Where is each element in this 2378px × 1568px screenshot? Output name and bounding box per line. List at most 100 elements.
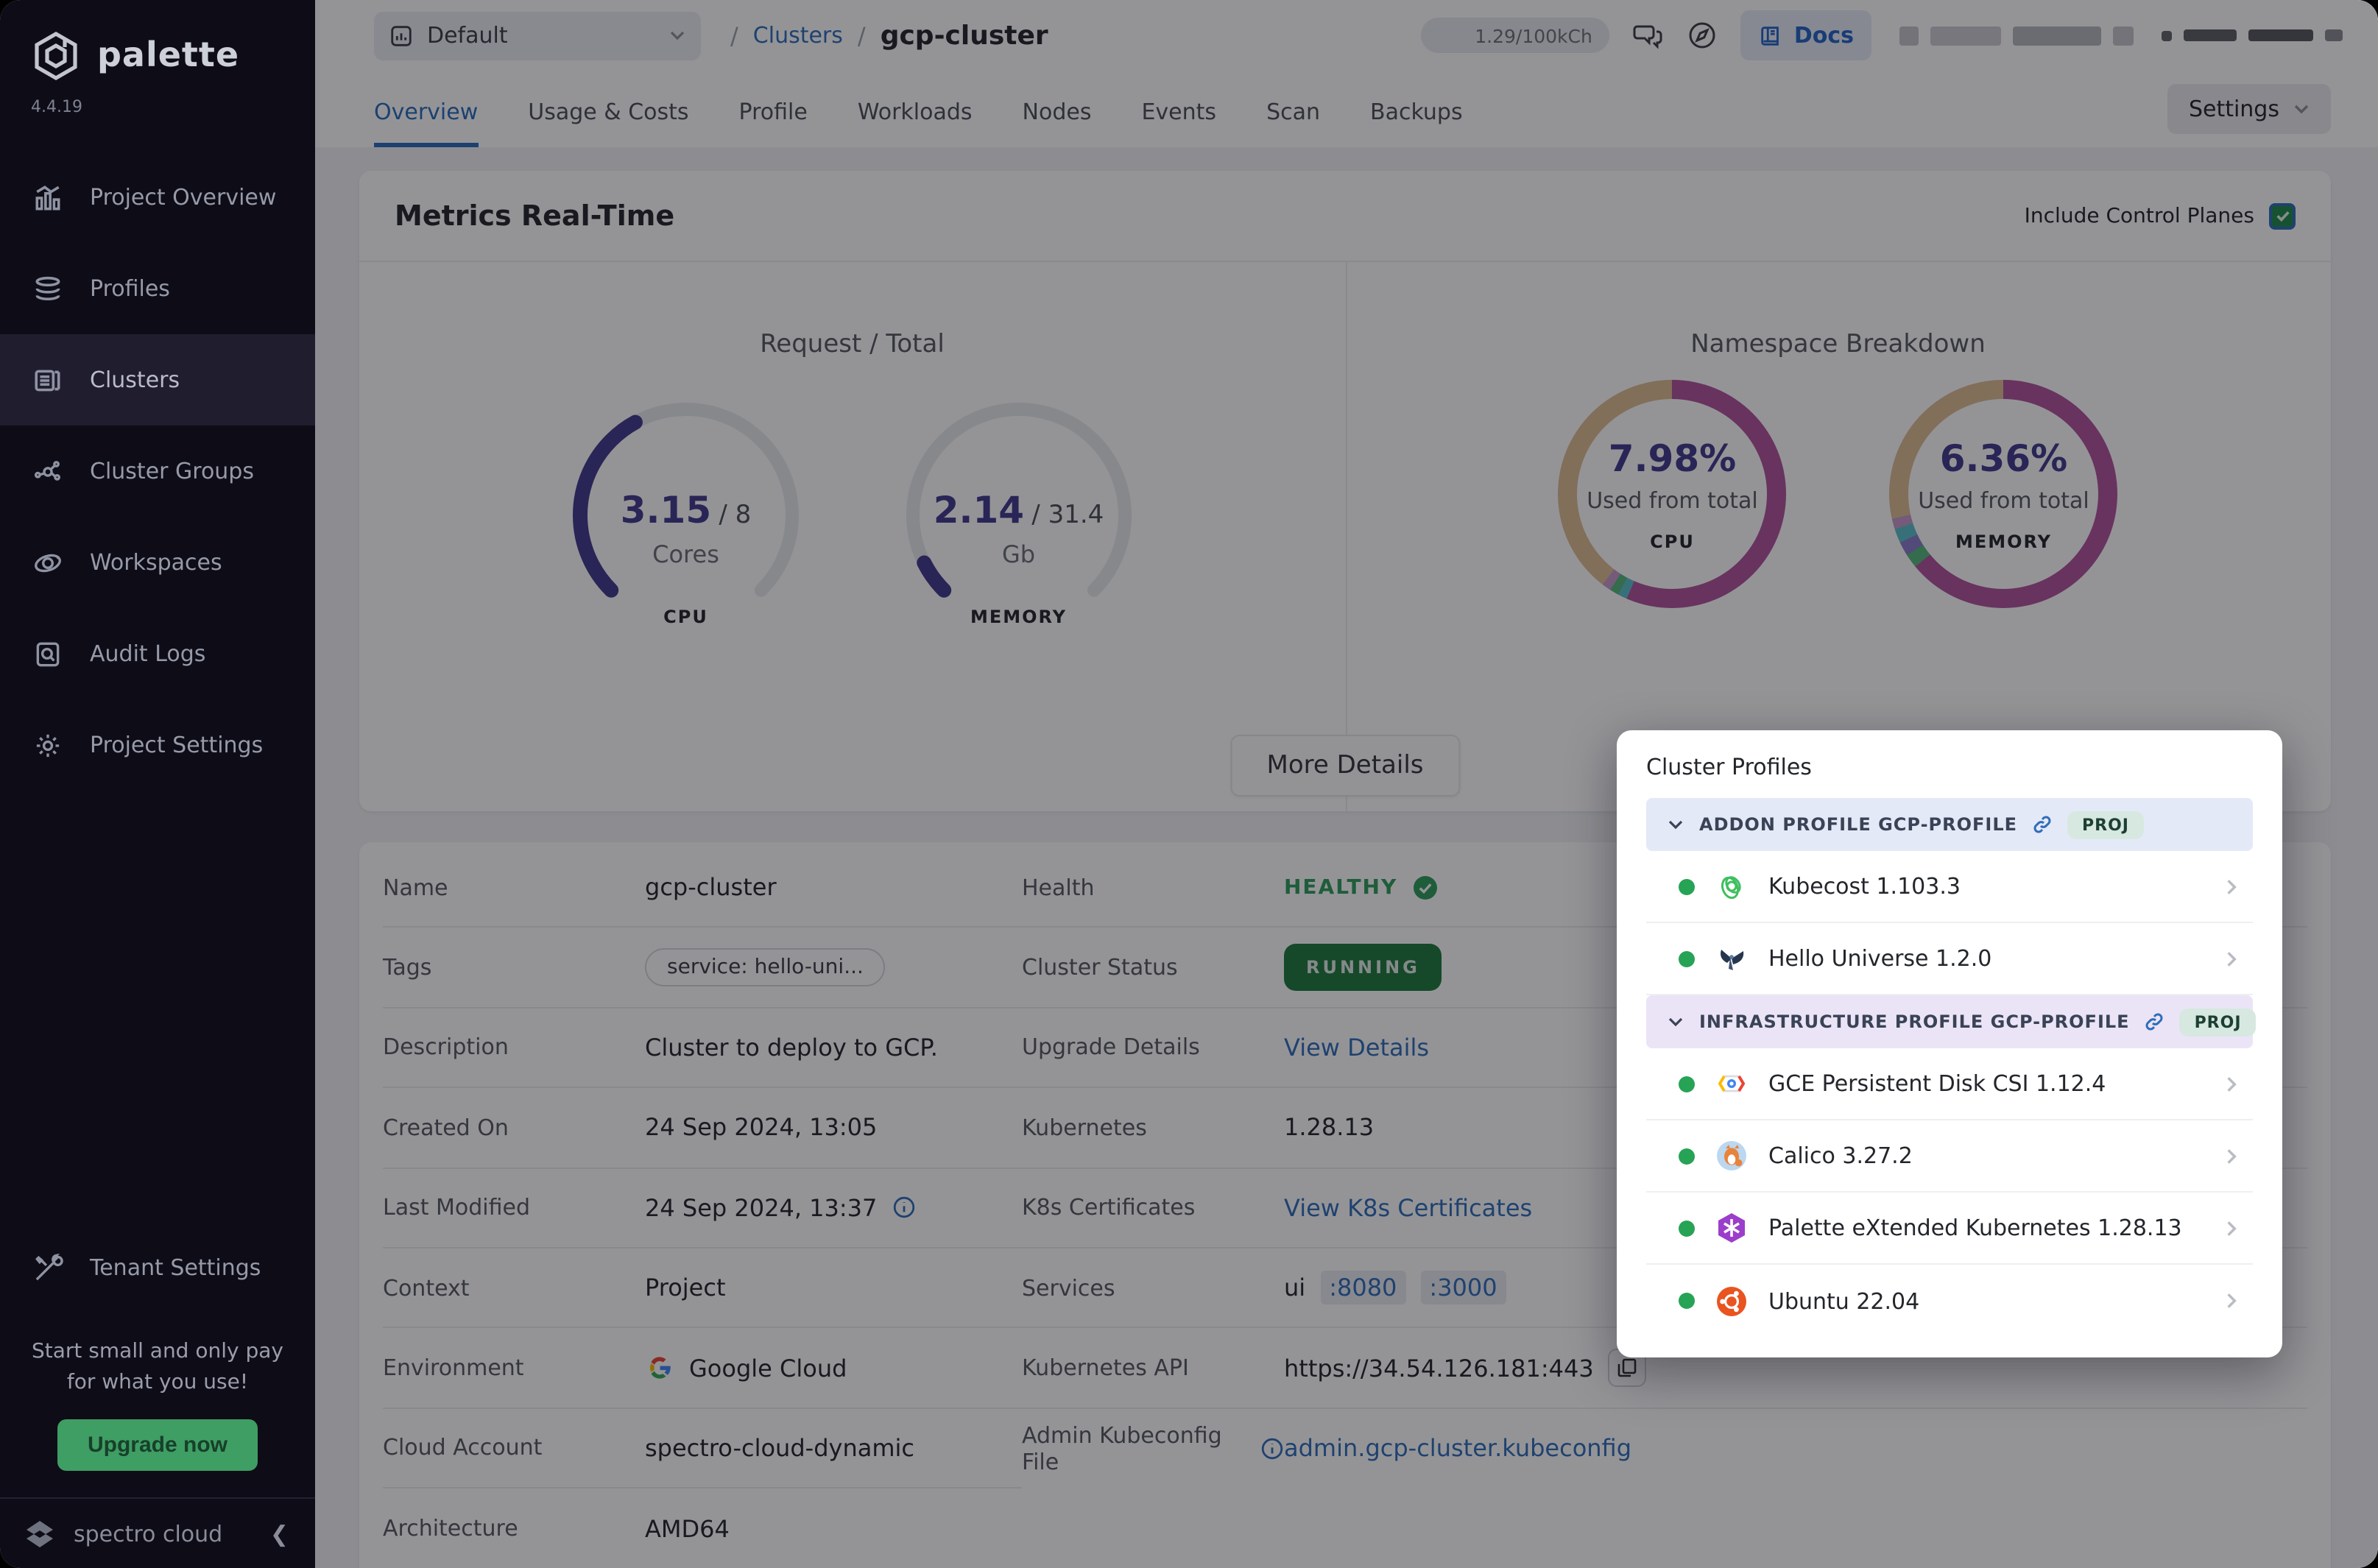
kubeconfig-file-link[interactable]: admin.gcp-cluster.kubeconfig (1284, 1434, 1632, 1463)
memory-unit: Gb (1001, 540, 1036, 568)
chevron-down-icon (670, 31, 685, 40)
detail-row-last-modified: Last Modified 24 Sep 2024, 13:37 (383, 1168, 1022, 1249)
upgrade-now-button[interactable]: Upgrade now (57, 1419, 257, 1471)
memory-donut-label: MEMORY (1955, 531, 2053, 551)
sidebar-item-label: Cluster Groups (90, 458, 254, 484)
info-icon[interactable] (892, 1196, 915, 1220)
view-details-link[interactable]: View Details (1284, 1033, 1430, 1062)
tab-backups[interactable]: Backups (1370, 99, 1463, 125)
sidebar-item-workspaces[interactable]: Workspaces (0, 517, 315, 608)
sidebar-item-clusters[interactable]: Clusters (0, 334, 315, 425)
redacted-user-info (1899, 26, 2134, 45)
profile-pack-row-kubecost[interactable]: Kubecost 1.103.3 (1646, 851, 2253, 923)
detail-row-cloud-account: Cloud Account spectro-cloud-dynamic (383, 1408, 1022, 1489)
profile-pack-row-pxk[interactable]: Palette eXtended Kubernetes 1.28.13 (1646, 1193, 2253, 1265)
sidebar-item-label: Project Overview (90, 184, 277, 211)
cpu-namespace-donut: 7.98% Used from total CPU (1558, 380, 1787, 608)
palette-logo-icon (35, 31, 77, 81)
tab-usage-costs[interactable]: Usage & Costs (528, 99, 689, 125)
service-name: ui (1284, 1274, 1306, 1302)
breadcrumb-clusters-link[interactable]: Clusters (752, 22, 843, 49)
memory-total-value: 31.4 (1048, 501, 1104, 530)
tools-icon (35, 1253, 63, 1280)
sidebar-item-label: Project Settings (90, 732, 264, 758)
settings-button[interactable]: Settings (2167, 84, 2331, 134)
chevron-down-icon (2294, 105, 2309, 114)
orbit-icon (35, 553, 61, 572)
doc-search-icon (36, 641, 60, 666)
link-icon[interactable] (2032, 814, 2053, 835)
cpu-used-percent: 7.98% (1608, 437, 1737, 479)
service-port-link[interactable]: :3000 (1420, 1271, 1506, 1305)
tab-workloads[interactable]: Workloads (857, 99, 973, 125)
info-icon[interactable] (1260, 1437, 1284, 1461)
scope-badge: PROJ (2067, 811, 2144, 838)
view-k8s-certificates-link[interactable]: View K8s Certificates (1284, 1193, 1533, 1222)
chevron-right-icon (2227, 1221, 2237, 1235)
sidebar: palette 4.4.19 Project Overview Profiles… (0, 0, 315, 1568)
memory-gauge: 2.14 / 31.4 Gb MEMORY (901, 398, 1137, 633)
bar-chart-icon (35, 185, 60, 210)
pack-status-dot (1679, 1148, 1695, 1164)
sidebar-item-tenant-settings[interactable]: Tenant Settings (0, 1222, 315, 1313)
sidebar-item-project-overview[interactable]: Project Overview (0, 152, 315, 243)
docs-button[interactable]: Docs (1740, 10, 1871, 60)
google-cloud-icon (649, 1357, 671, 1379)
project-selector[interactable]: Default (374, 11, 701, 60)
link-icon[interactable] (2145, 1011, 2165, 1032)
include-control-planes-checkbox[interactable] (2269, 202, 2296, 229)
detail-row-admin-kubeconfig: Admin Kubeconfig File admin.gcp-cluster.… (1022, 1422, 1632, 1475)
layers-icon (35, 275, 60, 300)
profile-pack-row-ubuntu[interactable]: Ubuntu 22.04 (1646, 1265, 2253, 1337)
redacted-text (1899, 26, 1919, 45)
sidebar-item-audit-logs[interactable]: Audit Logs (0, 608, 315, 699)
tab-profile[interactable]: Profile (738, 99, 808, 125)
description-value: Cluster to deploy to GCP. (645, 1033, 938, 1062)
sidebar-item-project-settings[interactable]: Project Settings (0, 699, 315, 791)
more-details-button[interactable]: More Details (1229, 735, 1461, 797)
environment-value: Google Cloud (689, 1354, 847, 1382)
detail-row-architecture: Architecture AMD64 (383, 1514, 730, 1543)
kubecost-logo-icon (1721, 876, 1741, 900)
memory-namespace-donut: 6.36% Used from total MEMORY (1889, 380, 2118, 608)
collapse-sidebar-icon[interactable]: ❮ (269, 1520, 289, 1547)
tab-events[interactable]: Events (1141, 99, 1217, 125)
chevron-down-icon (1668, 1017, 1683, 1027)
detail-row-kubernetes-api: Kubernetes API https://34.54.126.181:443 (1022, 1329, 2307, 1409)
memory-request-value: 2.14 (933, 489, 1025, 532)
tab-nodes[interactable]: Nodes (1022, 99, 1092, 125)
profile-pack-row-gce-disk[interactable]: GCE Persistent Disk CSI 1.12.4 (1646, 1048, 2253, 1120)
compass-icon[interactable] (1687, 19, 1719, 52)
sidebar-item-cluster-groups[interactable]: Cluster Groups (0, 425, 315, 517)
profile-pack-row-hello-universe[interactable]: Hello Universe 1.2.0 (1646, 923, 2253, 995)
palette-extended-kubernetes-logo-icon (1718, 1213, 1745, 1243)
chevron-right-icon (2227, 1076, 2237, 1091)
kubernetes-version: 1.28.13 (1284, 1113, 1375, 1142)
cpu-donut-label: CPU (1650, 531, 1695, 551)
created-on-value: 24 Sep 2024, 13:05 (645, 1113, 878, 1142)
popup-title: Cluster Profiles (1646, 754, 1812, 780)
namespace-breakdown-section: Namespace Breakdown 7.98% Used from tota… (1345, 262, 2331, 723)
addon-profile-section-header[interactable]: ADDON PROFILE GCP-PROFILE PROJ (1646, 798, 2253, 851)
chat-icon[interactable] (1632, 19, 1665, 52)
infrastructure-profile-section-header[interactable]: INFRASTRUCTURE PROFILE GCP-PROFILE PROJ (1646, 995, 2257, 1048)
service-port-link[interactable]: :8080 (1320, 1271, 1406, 1305)
profile-pack-row-calico[interactable]: Calico 3.27.2 (1646, 1120, 2253, 1193)
chevron-right-icon (2227, 879, 2237, 894)
cloud-account-value: spectro-cloud-dynamic (645, 1433, 914, 1462)
sidebar-item-label: Audit Logs (90, 640, 206, 667)
network-icon (34, 460, 61, 480)
breadcrumb-separator: / (730, 21, 738, 49)
tab-overview[interactable]: Overview (374, 99, 479, 147)
sidebar-nav: Project Overview Profiles Clusters Clust… (0, 152, 315, 791)
metrics-realtime-card: Metrics Real-Time Include Control Planes… (359, 171, 2331, 811)
tag-chip[interactable]: service: hello-uni... (645, 948, 886, 987)
spectro-cloud-logo-icon (27, 1520, 53, 1547)
tab-scan[interactable]: Scan (1266, 99, 1320, 125)
chevron-right-icon (2227, 1293, 2237, 1308)
kubernetes-api-url: https://34.54.126.181:443 (1284, 1354, 1594, 1382)
sidebar-item-profiles[interactable]: Profiles (0, 243, 315, 334)
chevron-right-icon (2227, 1148, 2237, 1163)
cpu-request-value: 3.15 (620, 489, 712, 532)
health-status: HEALTHY (1284, 875, 1398, 900)
